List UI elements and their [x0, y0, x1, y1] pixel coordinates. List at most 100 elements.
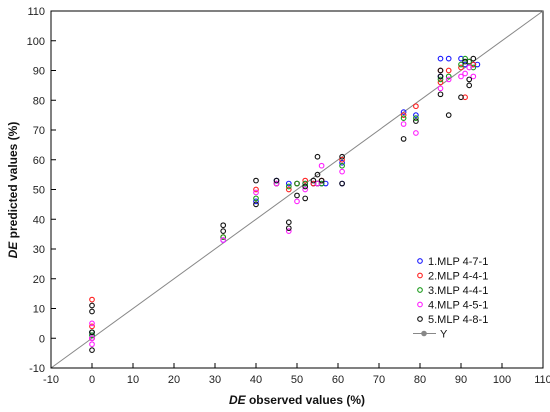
data-point-series-5	[253, 177, 259, 184]
y-tick-label: 90	[33, 66, 45, 78]
legend-label: Y	[440, 329, 448, 341]
legend-marker	[417, 272, 423, 279]
data-point-series-4	[318, 162, 325, 169]
x-tick-label: 40	[250, 374, 262, 386]
data-point-series-5	[466, 82, 473, 89]
data-point-series-3	[89, 332, 95, 339]
data-point-series-3	[294, 180, 300, 187]
x-axis-title: DE observed values (%)	[229, 393, 365, 407]
data-point-series-3	[220, 234, 227, 240]
data-point-series-5	[437, 67, 444, 74]
data-point-series-3	[253, 195, 259, 202]
data-point-series-5	[466, 76, 473, 83]
data-point-series-2	[470, 61, 477, 68]
data-point-series-5	[445, 112, 452, 118]
data-point-series-4	[294, 198, 300, 205]
data-point-series-3	[339, 162, 345, 169]
y-tick-label: 50	[33, 185, 45, 197]
data-point-series-1	[253, 198, 259, 205]
y-tick-label: 10	[33, 304, 45, 316]
reference-line-group	[50, 10, 544, 369]
legend-marker	[417, 258, 423, 264]
data-point-series-5	[285, 225, 292, 232]
y-tick-label: 0	[39, 333, 45, 345]
x-tick-label: 20	[168, 374, 180, 386]
data-point-series-4	[458, 73, 464, 80]
data-point-series-4	[400, 121, 407, 127]
data-point-series-4	[273, 180, 280, 187]
x-tick-label: 90	[455, 374, 467, 386]
data-point-series-3	[445, 73, 452, 80]
data-point-series-3	[302, 180, 309, 187]
data-point-series-4	[470, 73, 477, 80]
data-point-series-2	[458, 64, 464, 71]
data-point-series-5	[302, 183, 309, 190]
x-axis-ticks: -10 0 10 20 30 40 50 60 70 80 90 100 110	[43, 363, 550, 386]
data-point-series-2	[253, 186, 259, 193]
legend-marker	[417, 301, 423, 308]
data-point-series-5	[339, 153, 345, 160]
y-tick-label: 40	[33, 214, 45, 226]
data-point-series-2	[339, 156, 345, 163]
x-tick-label: 30	[209, 374, 221, 386]
data-point-series-5	[413, 118, 419, 124]
data-point-series-5	[458, 94, 464, 101]
x-tick-label: 0	[89, 374, 95, 386]
data-point-series-3	[400, 115, 407, 121]
data-point-series-1	[285, 180, 292, 187]
data-point-series-4	[253, 189, 259, 196]
data-point-series-5	[437, 91, 444, 98]
data-point-series-3	[413, 115, 419, 121]
data-point-series-4	[462, 70, 468, 77]
data-point-series-3	[285, 183, 292, 190]
data-point-series-1	[437, 55, 444, 62]
legend-line-dot	[421, 330, 427, 337]
data-point-series-4	[437, 85, 444, 92]
legend-label: 2.MLP 4-4-1	[428, 271, 488, 283]
data-point-series-4	[89, 335, 95, 342]
data-point-series-4	[466, 64, 473, 71]
data-point-series-2	[400, 112, 407, 118]
y-tick-label: 100	[27, 36, 45, 48]
y-tick-label: 60	[33, 155, 45, 167]
data-point-series-1	[339, 159, 345, 166]
data-point-series-3	[462, 55, 468, 62]
data-point-series-4	[314, 180, 321, 187]
data-point-series-2	[437, 79, 444, 86]
x-tick-label: 70	[373, 374, 385, 386]
data-point-series-2	[445, 67, 452, 74]
data-point-series-2	[302, 177, 309, 184]
data-point-series-5	[253, 201, 259, 208]
data-point-series-4	[445, 76, 452, 83]
data-point-series-5	[339, 180, 345, 187]
x-tick-label: -10	[43, 374, 59, 386]
data-point-series-1	[400, 109, 407, 115]
data-point-series-5	[437, 73, 444, 80]
y-tick-label: 20	[33, 274, 45, 286]
x-tick-label: 10	[127, 374, 139, 386]
data-point-series-5	[314, 153, 321, 160]
data-point-series-5	[294, 192, 300, 199]
data-point-series-5	[220, 228, 227, 234]
data-point-series-2	[89, 296, 95, 303]
y-tick-label: 70	[33, 125, 45, 137]
data-point-series-5	[314, 171, 321, 178]
x-tick-label: 50	[291, 374, 303, 386]
data-point-series-4	[89, 341, 95, 348]
legend-label: 4.MLP 4-5-1	[428, 300, 488, 312]
data-point-series-5	[89, 347, 95, 354]
y-axis-title: DE predicted values (%)	[6, 122, 20, 259]
data-point-series-5	[89, 329, 95, 336]
legend: 1.MLP 4-7-1 2.MLP 4-4-1 3.MLP 4-4-1 4.MLP 4…	[413, 256, 488, 341]
data-point-series-2	[89, 323, 95, 330]
y-tick-label: 110	[27, 6, 45, 18]
data-point-series-5	[273, 177, 280, 184]
data-point-series-5	[220, 222, 227, 229]
y-tick-label: 30	[33, 244, 45, 256]
reference-line	[50, 10, 544, 369]
legend-label: 3.MLP 4-4-1	[428, 285, 488, 297]
data-point-series-1	[413, 112, 419, 118]
data-point-series-4	[339, 168, 345, 175]
y-axis-ticks: -10 0 10 20 30 40 50 60 70 80 90 100 110	[27, 6, 56, 375]
